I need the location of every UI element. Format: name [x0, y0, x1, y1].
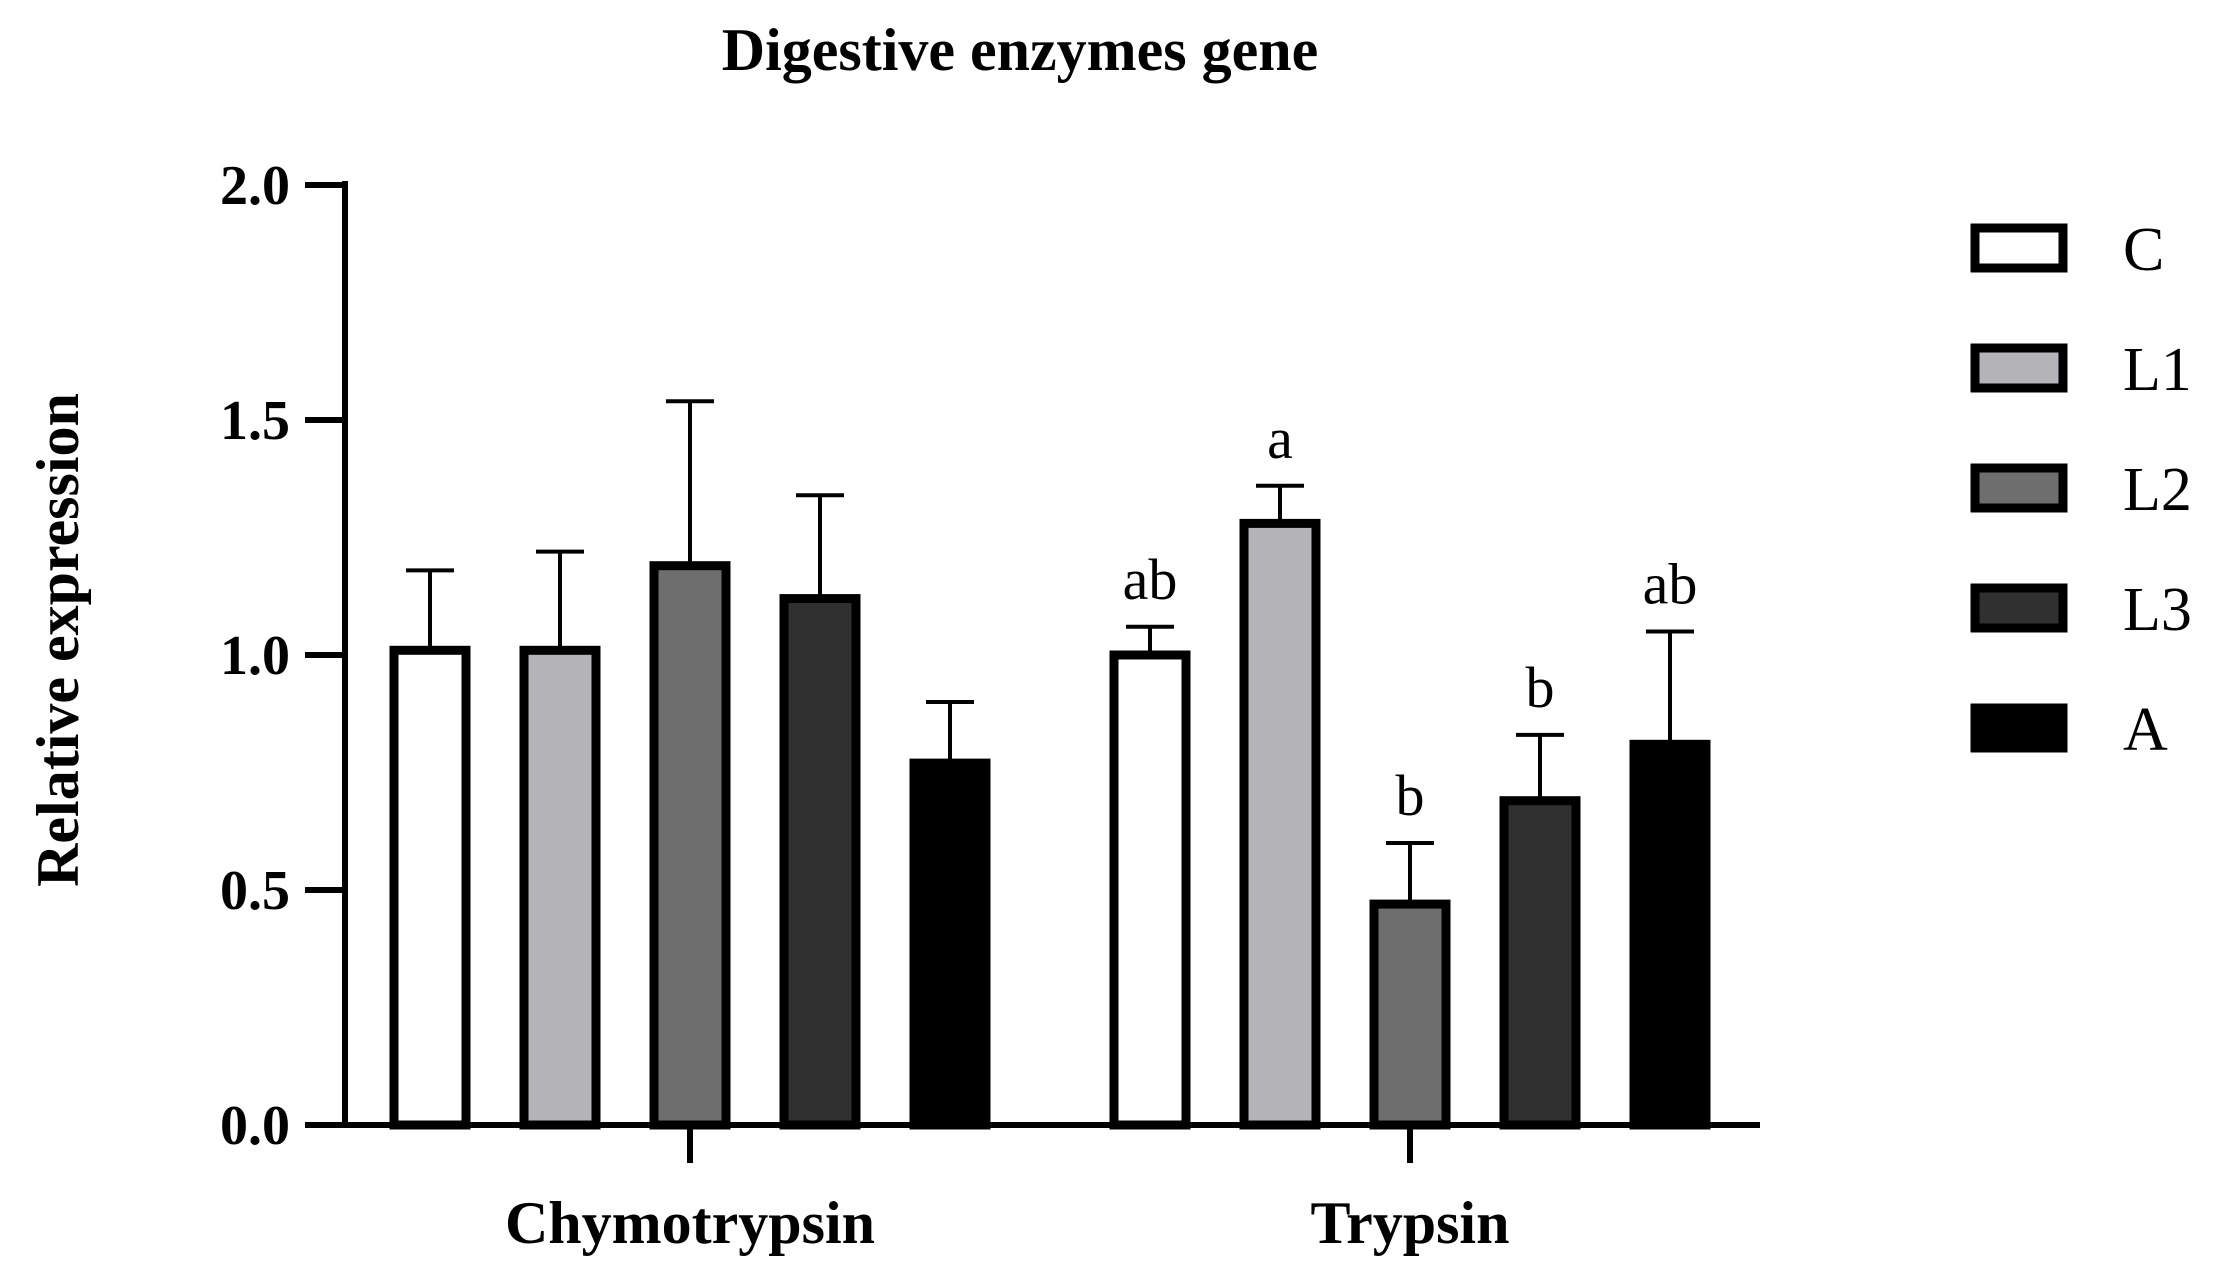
x-category-label: Trypsin: [1311, 1190, 1510, 1256]
y-tick-label: 0.5: [220, 860, 290, 922]
y-axis-title: Relative expression: [25, 393, 91, 887]
bar-l1-trypsin: [1239, 518, 1321, 1130]
significance-label: a: [1267, 406, 1293, 471]
legend-swatch-l3: [1970, 583, 2068, 633]
bar-l1-chymotrypsin: [519, 645, 601, 1130]
y-tick-label: 2.0: [220, 155, 290, 217]
significance-label: ab: [1643, 552, 1698, 617]
y-tick-label: 1.5: [220, 390, 290, 452]
legend: C L1 L2 L3 A: [1970, 216, 2192, 764]
legend-swatch-a: [1970, 703, 2068, 753]
bar-a-chymotrypsin: [909, 758, 991, 1130]
significance-label: b: [1396, 763, 1425, 828]
bar-a-trypsin: [1629, 739, 1711, 1130]
legend-swatch-l2: [1970, 463, 2068, 513]
legend-swatch-l1: [1970, 343, 2068, 393]
significance-label: b: [1526, 655, 1555, 720]
bar-l2-trypsin: [1369, 899, 1451, 1130]
legend-label-l2: L2: [2123, 456, 2192, 524]
significance-label: ab: [1123, 547, 1178, 612]
bar-c-chymotrypsin: [389, 645, 471, 1130]
bar-l3-trypsin: [1499, 796, 1581, 1130]
bar-c-trypsin: [1109, 650, 1191, 1130]
x-category-label: Chymotrypsin: [505, 1190, 875, 1256]
legend-label-l1: L1: [2123, 336, 2192, 404]
legend-swatch-c: [1970, 223, 2068, 273]
bar-l3-chymotrypsin: [779, 594, 861, 1130]
bar-l2-chymotrypsin: [649, 561, 731, 1130]
chart-title: Digestive enzymes gene: [722, 17, 1318, 83]
y-tick-label: 0.0: [220, 1095, 290, 1157]
legend-label-a: A: [2123, 696, 2168, 764]
legend-label-l3: L3: [2123, 576, 2192, 644]
y-tick-label: 1.0: [220, 625, 290, 687]
legend-label-c: C: [2123, 216, 2164, 284]
